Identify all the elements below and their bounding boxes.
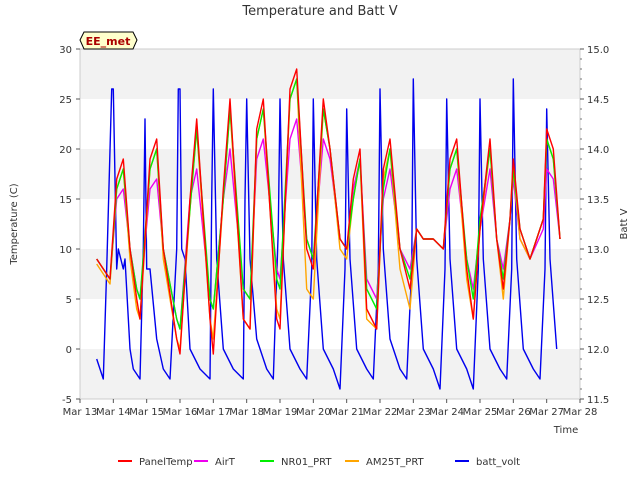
y-tick-label: 25 (59, 95, 72, 106)
background-band (80, 349, 580, 399)
x-tick-label: Mar 16 (163, 407, 198, 418)
chart-title: Temperature and Batt V (241, 4, 397, 19)
x-tick-label: Mar 15 (129, 407, 164, 418)
legend-label: batt_volt (476, 457, 520, 468)
y2-tick-label: 14.0 (587, 145, 609, 156)
site-badge: EE_met (79, 31, 138, 50)
y2-tick-label: 13.5 (587, 195, 609, 206)
background-band (80, 49, 580, 99)
y2-tick-label: 15.0 (587, 45, 609, 56)
series-line-batt_volt (96, 78, 558, 390)
x-tick-label: Mar 27 (529, 407, 564, 418)
x-tick-label: Mar 19 (263, 407, 298, 418)
y-axis-left: -5 0 5 10 15 20 25 30 (59, 45, 80, 406)
legend-label: NR01_PRT (281, 457, 332, 468)
y-axis-label: Temperature (C) (9, 183, 20, 265)
plot-frame (79, 48, 581, 400)
x-tick-label: Mar 13 (63, 407, 98, 418)
x-tick-label: Mar 23 (396, 407, 431, 418)
x-tick-label: Mar 18 (229, 407, 264, 418)
x-tick-label: Mar 21 (329, 407, 364, 418)
legend-label: PanelTemp (139, 457, 193, 468)
legend-label: AM25T_PRT (366, 457, 425, 468)
y2-tick-label: 12.0 (587, 345, 609, 356)
y-tick-label: 20 (59, 145, 72, 156)
y2-axis-label: Batt V (619, 208, 630, 239)
y2-tick-label: 12.5 (587, 295, 609, 306)
site-badge-label: EE_met (86, 35, 131, 48)
y2-tick-label: 13.0 (587, 245, 609, 256)
y-tick-label: -5 (62, 395, 72, 406)
x-tick-label: Mar 22 (363, 407, 398, 418)
series-line-am25t_prt (96, 78, 561, 350)
series-layer (96, 68, 561, 390)
legend-label: AirT (215, 457, 236, 468)
background-band (80, 149, 580, 199)
x-axis-label: Time (553, 425, 578, 436)
x-tick-label: Mar 24 (429, 407, 464, 418)
series-line-paneltemp (96, 68, 561, 355)
y-tick-label: 10 (59, 245, 72, 256)
y2-tick-label: 14.5 (587, 95, 609, 106)
x-tick-label: Mar 26 (496, 407, 531, 418)
x-tick-label: Mar 25 (463, 407, 498, 418)
background-bands (80, 49, 580, 399)
plot-area (79, 48, 581, 400)
x-tick-label: Mar 20 (296, 407, 331, 418)
x-tick-label: Mar 28 (563, 407, 598, 418)
x-tick-label: Mar 14 (96, 407, 131, 418)
y-axis-right: 11.5 12.0 12.5 13.0 13.5 14.0 14.5 15.0 (580, 45, 609, 406)
y-tick-label: 0 (66, 345, 72, 356)
legend: PanelTemp AirT NR01_PRT AM25T_PRT batt_volt (118, 457, 520, 468)
site-badge-box (79, 31, 138, 50)
y2-tick-label: 11.5 (587, 395, 609, 406)
x-tick-label: Mar 17 (196, 407, 231, 418)
y-tick-label: 5 (66, 295, 72, 306)
y-tick-label: 15 (59, 195, 72, 206)
y-tick-label: 30 (59, 45, 72, 56)
